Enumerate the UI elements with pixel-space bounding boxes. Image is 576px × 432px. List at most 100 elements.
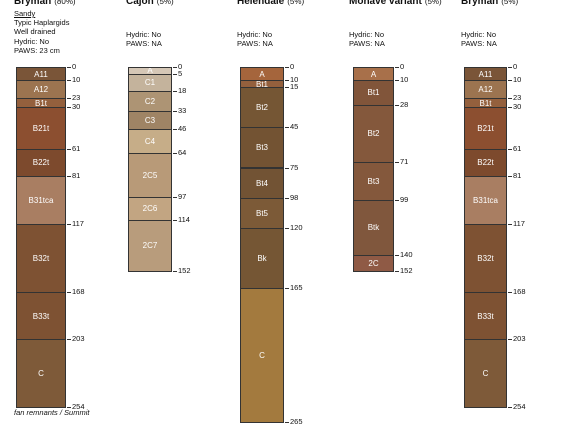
component-percent: (5%) xyxy=(156,0,174,6)
depth-label: 61 xyxy=(66,143,81,153)
horizon-label: 2C6 xyxy=(142,204,158,214)
soil-horizon: 2C xyxy=(353,254,394,272)
horizon-label: C2 xyxy=(144,97,156,107)
info-line: Hydric: No xyxy=(461,30,497,39)
soil-horizon: B31tca xyxy=(16,175,66,225)
horizon-label: B32t xyxy=(477,253,494,263)
depth-label: 71 xyxy=(394,157,409,167)
horizon-label: Bt2 xyxy=(367,129,380,139)
soil-horizon: B32t xyxy=(464,223,507,294)
depth-label: 10 xyxy=(66,75,81,85)
horizon-label: C xyxy=(259,351,265,361)
horizon-label: Bt4 xyxy=(255,178,268,188)
component-name: Bryman xyxy=(14,0,52,7)
profile-title: Cajon (5%) xyxy=(126,0,174,7)
horizon-label: Btk xyxy=(367,223,380,233)
depth-label: 265 xyxy=(285,417,303,427)
depth-label: 10 xyxy=(284,75,299,85)
horizon-label: 2C5 xyxy=(142,170,158,180)
depth-label: 203 xyxy=(67,334,85,344)
depth-label: 45 xyxy=(284,122,299,132)
component-percent: (5%) xyxy=(287,0,305,6)
depth-label: 120 xyxy=(285,222,303,232)
info-line: Hydric: No xyxy=(126,30,162,39)
soil-horizon: 2C7 xyxy=(128,219,172,272)
soil-horizon: B22t xyxy=(16,148,66,177)
horizon-label: C1 xyxy=(144,78,156,88)
horizon-label: B22t xyxy=(32,158,50,168)
horizon-label: B21t xyxy=(32,123,50,133)
horizon-label: Bt3 xyxy=(255,143,268,153)
depth-label: 30 xyxy=(66,102,81,112)
profile-info: Hydric: No PAWS: NA xyxy=(349,30,385,48)
depth-label: 23 xyxy=(66,92,81,102)
soil-horizon: C1 xyxy=(128,73,172,93)
depth-label: 97 xyxy=(172,191,187,201)
horizon-label: 2C7 xyxy=(142,241,158,251)
depth-label: 33 xyxy=(172,106,187,116)
component-name: Helendale xyxy=(237,0,285,7)
soil-horizon: C xyxy=(16,339,66,409)
component-percent: (5%) xyxy=(424,0,442,6)
profile-info: Sandy Typic Haplargids Well drained Hydric:… xyxy=(14,9,69,55)
depth-label: 114 xyxy=(173,214,190,224)
depth-label: 254 xyxy=(508,402,526,412)
horizon-label: B21t xyxy=(477,123,494,133)
depth-label: 46 xyxy=(172,123,187,133)
horizon-label: A11 xyxy=(34,69,48,79)
info-line: PAWS: NA xyxy=(349,39,385,49)
soil-horizon: C3 xyxy=(128,111,172,130)
depth-label: 18 xyxy=(172,86,187,96)
horizon-label: Bt1 xyxy=(367,88,380,98)
soil-horizon: 2C6 xyxy=(128,196,172,221)
info-line: Hydric: No xyxy=(237,30,273,39)
info-line: PAWS: NA xyxy=(237,39,273,49)
horizon-label: A xyxy=(259,69,265,79)
soil-horizon: Bt1 xyxy=(353,80,394,106)
depth-label: 152 xyxy=(173,265,191,275)
soil-horizon: C4 xyxy=(128,128,172,154)
depth-label: 15 xyxy=(284,82,299,92)
horizon-label: A12 xyxy=(478,85,493,95)
horizon-label: A12 xyxy=(33,85,49,95)
profile-title: Helendale (5%) xyxy=(237,0,304,7)
horizon-label: B31tca xyxy=(473,195,498,205)
horizon-label: Bt1 xyxy=(255,80,268,89)
depth-label: 10 xyxy=(507,75,522,85)
soil-horizon: C xyxy=(464,339,507,409)
component-name: Cajon xyxy=(126,0,154,7)
depth-label: 23 xyxy=(507,92,522,102)
horizon-label: Bt2 xyxy=(255,103,268,113)
component-percent: (5%) xyxy=(501,0,519,6)
depth-label: 117 xyxy=(508,218,525,228)
depth-label: 0 xyxy=(284,62,295,71)
profile-info: Hydric: No PAWS: NA xyxy=(126,30,162,48)
profile-info: Hydric: No PAWS: NA xyxy=(237,30,273,48)
horizon-label: C4 xyxy=(144,136,156,146)
component-percent: (80%) xyxy=(54,0,76,6)
depth-label: 64 xyxy=(172,147,187,157)
horizon-label: Bt5 xyxy=(255,209,268,219)
component-name: Mohave variant xyxy=(349,0,422,7)
horizon-label: C3 xyxy=(144,115,156,125)
horizon-label: C xyxy=(38,369,44,379)
info-line: Well drained xyxy=(14,27,56,37)
horizon-label: Bk xyxy=(257,253,267,263)
horizon-label: B31tca xyxy=(28,195,54,205)
depth-label: 81 xyxy=(66,170,81,180)
info-line: Hydric: No xyxy=(349,30,385,39)
soil-horizon: A11 xyxy=(464,67,507,82)
horizon-label: Bt3 xyxy=(367,176,380,186)
horizon-label: C xyxy=(482,369,489,379)
horizon-label: B33t xyxy=(477,311,494,321)
depth-label: 152 xyxy=(395,265,413,275)
horizon-label: A xyxy=(370,69,377,79)
landform-caption: fan remnants / Summit xyxy=(14,408,90,417)
soil-horizon: A xyxy=(240,67,284,82)
profile-title: Bryman (80%) xyxy=(14,0,76,7)
depth-label: 0 xyxy=(66,62,77,71)
soil-horizon: B31tca xyxy=(464,175,507,225)
horizon-label: B33t xyxy=(32,311,50,321)
depth-label: 0 xyxy=(394,62,405,71)
horizon-label: A xyxy=(147,67,153,75)
